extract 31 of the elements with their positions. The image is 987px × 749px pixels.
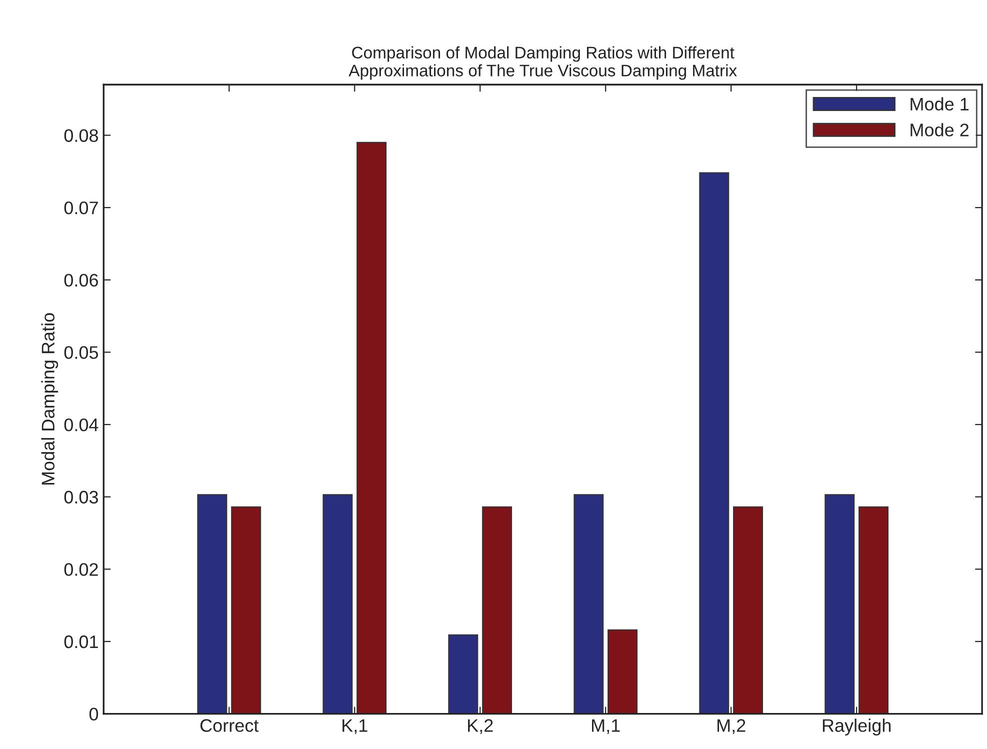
bar (574, 494, 604, 714)
y-tick-label: 0.07 (64, 202, 98, 214)
y-axis-title: Modal Damping Ratio (41, 313, 58, 485)
bar (197, 494, 228, 714)
bar (858, 506, 888, 714)
legend-label: Mode 2 (910, 123, 969, 136)
bar (733, 506, 764, 714)
bar (608, 629, 638, 714)
bar (356, 142, 387, 714)
bar (231, 506, 262, 714)
x-tick-label: M,1 (592, 719, 620, 734)
bar (824, 494, 855, 714)
y-tick-label: 0.03 (64, 490, 98, 504)
x-tick-label: K,2 (468, 719, 493, 734)
y-tick-label: 0.02 (64, 563, 98, 576)
x-tick-label: M,2 (718, 719, 746, 734)
bar (482, 506, 512, 714)
bar (448, 634, 478, 714)
bar (699, 172, 730, 714)
legend-label: Mode 1 (910, 97, 969, 111)
y-tick-label: 0 (89, 708, 98, 721)
x-tick-label: Correct (200, 719, 259, 732)
y-tick-label: 0.01 (64, 635, 98, 648)
y-tick-label: 0.06 (64, 274, 98, 287)
y-tick-label: 0.08 (64, 129, 98, 142)
y-tick-label: 0.04 (64, 418, 98, 432)
x-tick-label: Rayleigh (822, 718, 891, 736)
x-tick-label: K,1 (342, 719, 368, 734)
chart-title: Comparison of Modal Damping Ratios with Different Approximations of The True Viscous Damping Matrix (348, 46, 737, 80)
bar (322, 494, 353, 714)
y-tick-label: 0.05 (64, 346, 98, 359)
